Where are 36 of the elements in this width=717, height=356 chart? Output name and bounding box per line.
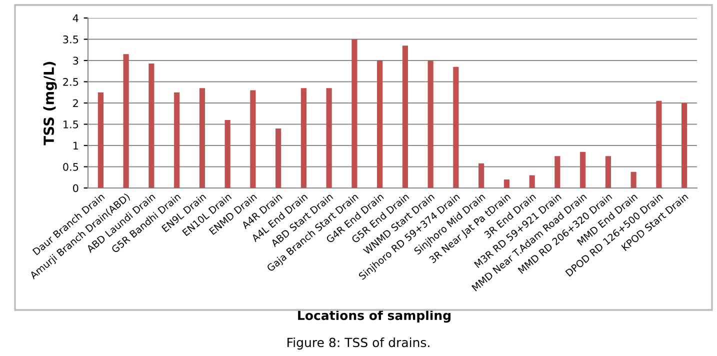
bar (529, 175, 535, 188)
bar (630, 172, 636, 188)
bar (326, 88, 332, 188)
bar (478, 163, 484, 188)
bar (123, 54, 129, 188)
bar (554, 156, 560, 188)
y-tick-label: 4 (72, 14, 78, 22)
bar (504, 180, 510, 188)
bar (377, 60, 383, 188)
bar (428, 60, 434, 188)
bar (98, 92, 104, 188)
y-tick-label: 1.5 (64, 120, 78, 128)
y-tick-label: 2 (73, 99, 78, 107)
bar (580, 152, 586, 188)
y-tick-label: 3.5 (63, 35, 78, 44)
bar (224, 120, 230, 188)
bar (453, 66, 459, 188)
bar (352, 39, 358, 188)
bar (682, 103, 688, 188)
y-tick-label: 1 (73, 142, 78, 150)
y-axis-title: TSS (mg/L) (43, 62, 57, 146)
bar (174, 92, 180, 188)
bar (276, 128, 282, 188)
caption: Figure 8: TSS of drains. (288, 337, 430, 350)
y-tick-label: 3 (73, 56, 78, 65)
y-tick-label: 0 (73, 184, 78, 192)
bar (148, 63, 154, 188)
bar (605, 156, 611, 188)
bar (656, 100, 662, 188)
x-axis-title: Locations of sampling (298, 310, 450, 323)
bar (402, 46, 408, 188)
bar (199, 88, 205, 188)
y-tick-label: 2.5 (63, 78, 78, 86)
y-tick-label: 0.5 (63, 162, 78, 171)
bar (250, 90, 256, 188)
bar (300, 88, 306, 188)
